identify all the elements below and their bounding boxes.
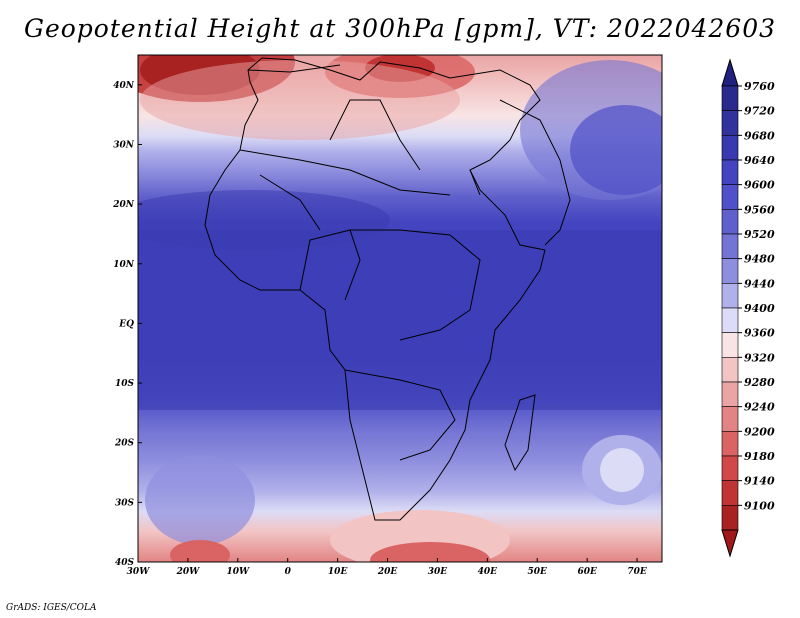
colorbar-label: 9100 (744, 499, 775, 512)
colorbar-label: 9240 (744, 401, 775, 414)
colorbar-swatch (721, 381, 739, 407)
lat-axis: 40N 30N 20N 10N EQ 10S 20S 30S 40S (112, 81, 142, 568)
colorbar-label: 9440 (744, 277, 775, 290)
colorbar-swatch (721, 258, 739, 284)
height-field (138, 55, 662, 562)
lat-tick-label: 40S (115, 558, 135, 568)
coastlines (204, 57, 571, 521)
chart-title: Geopotential Height at 300hPa [gpm], VT:… (23, 14, 777, 43)
lon-tick-label: 70E (627, 567, 647, 577)
colorbar-label: 9280 (744, 376, 775, 389)
colorbar-swatch (721, 209, 739, 235)
lon-tick-label: 30W (127, 567, 151, 577)
map-frame (137, 54, 663, 563)
colorbar-swatch (721, 431, 739, 457)
colorbar-label: 9760 (744, 80, 775, 93)
colorbar-top-arrow (721, 58, 739, 87)
footer-credit: GrADS: IGES/COLA (6, 603, 97, 613)
lon-tick-label: 20E (377, 567, 398, 577)
colorbar-swatch (721, 307, 739, 333)
colorbar-label: 9640 (744, 154, 775, 167)
colorbar-swatch (721, 85, 739, 111)
lat-tick-label: 40N (113, 81, 135, 91)
colorbar-label: 9360 (744, 327, 775, 340)
lon-tick-label: 20W (176, 567, 201, 577)
colorbar-swatch (721, 283, 739, 309)
colorbar-swatch (721, 406, 739, 432)
colorbar-swatch (721, 135, 739, 161)
colorbar-label: 9180 (744, 450, 775, 463)
lat-tick-label: 10N (113, 260, 135, 270)
lat-tick-label: EQ (118, 319, 134, 329)
colorbar-swatch (721, 455, 739, 481)
colorbar-label: 9600 (744, 179, 775, 192)
lon-tick-label: 10E (328, 567, 348, 577)
colorbar-bottom-arrow (721, 529, 739, 558)
colorbar-swatch (721, 357, 739, 383)
lat-tick-label: 20N (112, 200, 135, 210)
colorbar-label: 9720 (744, 105, 775, 118)
colorbar-label: 9560 (744, 203, 775, 216)
colorbar-swatch (721, 332, 739, 358)
colorbar-label: 9400 (744, 302, 775, 315)
lon-axis: 30W 20W 10W 0 10E 20E 30E 40E 50E 60E 70E (127, 558, 647, 577)
colorbar-label: 9480 (744, 253, 775, 266)
lon-tick-label: 30E (428, 567, 448, 577)
lon-tick-label: 40E (478, 567, 498, 577)
colorbar-swatch (721, 233, 739, 259)
colorbar-label: 9320 (744, 351, 775, 364)
lat-tick-label: 30N (113, 140, 135, 150)
colorbar-swatch (721, 159, 739, 185)
lat-tick-label: 20S (114, 439, 135, 449)
colorbar-label: 9200 (744, 425, 775, 438)
lat-tick-label: 30S (115, 498, 135, 508)
lon-tick-label: 0 (285, 567, 292, 577)
lon-tick-label: 50E (528, 567, 548, 577)
colorbar-swatch (721, 480, 739, 506)
colorbar-label: 9680 (744, 129, 775, 142)
colorbar-label: 9520 (744, 228, 775, 241)
colorbar: 9760 9720 9680 9640 9600 9560 9520 9480 9440 9400… (721, 58, 775, 558)
colorbar-swatch (721, 184, 739, 210)
lon-tick-label: 60E (577, 567, 597, 577)
lon-tick-label: 10W (226, 567, 250, 577)
colorbar-swatch (721, 505, 739, 531)
colorbar-swatch (721, 110, 739, 136)
lat-tick-label: 10S (115, 379, 135, 389)
colorbar-label: 9140 (744, 475, 775, 488)
